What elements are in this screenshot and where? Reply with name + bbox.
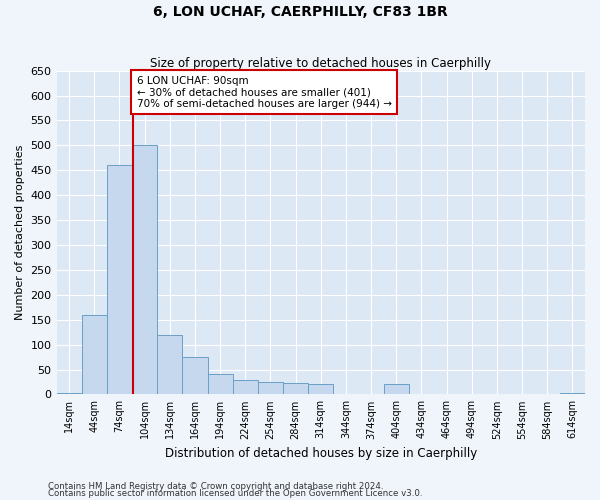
Bar <box>283 384 308 394</box>
X-axis label: Distribution of detached houses by size in Caerphilly: Distribution of detached houses by size … <box>164 447 477 460</box>
Bar <box>107 166 132 394</box>
Bar <box>56 393 82 394</box>
Text: 6 LON UCHAF: 90sqm
← 30% of detached houses are smaller (401)
70% of semi-detach: 6 LON UCHAF: 90sqm ← 30% of detached hou… <box>137 76 392 109</box>
Text: 6, LON UCHAF, CAERPHILLY, CF83 1BR: 6, LON UCHAF, CAERPHILLY, CF83 1BR <box>152 5 448 19</box>
Title: Size of property relative to detached houses in Caerphilly: Size of property relative to detached ho… <box>150 56 491 70</box>
Bar <box>208 374 233 394</box>
Y-axis label: Number of detached properties: Number of detached properties <box>15 145 25 320</box>
Bar <box>383 384 409 394</box>
Bar <box>308 384 334 394</box>
Text: Contains public sector information licensed under the Open Government Licence v3: Contains public sector information licen… <box>48 489 422 498</box>
Text: Contains HM Land Registry data © Crown copyright and database right 2024.: Contains HM Land Registry data © Crown c… <box>48 482 383 491</box>
Bar <box>258 382 283 394</box>
Bar <box>157 334 182 394</box>
Bar <box>132 146 157 394</box>
Bar <box>182 357 208 395</box>
Bar <box>233 380 258 394</box>
Bar <box>82 314 107 394</box>
Bar <box>560 393 585 394</box>
